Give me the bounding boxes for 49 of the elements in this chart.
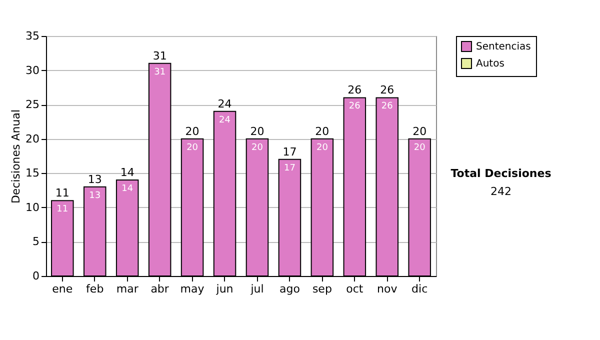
- legend-label: Sentencias: [476, 42, 531, 52]
- data-label: 20: [186, 142, 198, 153]
- x-tick-label: ago: [279, 282, 300, 296]
- total-label: 20: [315, 124, 330, 138]
- x-tick-label: mar: [116, 282, 139, 296]
- total-label: 20: [412, 124, 427, 138]
- total-label: 13: [88, 172, 102, 186]
- x-tick-label: sep: [312, 282, 332, 296]
- x-tick-label: may: [180, 282, 205, 296]
- y-tick-label: 15: [26, 166, 40, 180]
- y-tick-label: 5: [32, 235, 40, 248]
- total-label: 26: [348, 84, 362, 97]
- y-tick-label: 0: [32, 270, 40, 282]
- x-tick-label: jul: [250, 282, 264, 296]
- data-label: 14: [122, 184, 134, 194]
- total-label: 31: [152, 49, 167, 62]
- total-label: 11: [55, 186, 70, 200]
- legend-label: Autos: [476, 58, 504, 70]
- x-tick-label: oct: [346, 282, 364, 296]
- total-label: 24: [218, 97, 232, 110]
- data-label: 20: [252, 142, 264, 153]
- data-label: 24: [219, 115, 231, 126]
- y-axis-title: Decisiones Anual: [10, 109, 23, 204]
- total-label: 14: [120, 166, 134, 179]
- x-tick-label: dic: [412, 282, 428, 296]
- total-label: 26: [380, 84, 394, 97]
- data-label: 26: [348, 102, 361, 112]
- y-tick-label: 25: [26, 98, 40, 112]
- x-tick-label: jun: [215, 282, 234, 296]
- data-label: 26: [381, 102, 394, 112]
- y-tick-label: 20: [26, 132, 40, 146]
- data-label: 20: [316, 142, 328, 153]
- total-label: 20: [185, 124, 200, 138]
- text: Total Decisiones: [450, 167, 552, 180]
- data-label: 31: [154, 67, 166, 78]
- total-label: 20: [250, 124, 264, 138]
- y-tick-label: 35: [26, 30, 40, 42]
- text: 242: [490, 185, 512, 198]
- x-tick-label: abr: [150, 282, 170, 296]
- y-tick-label: 10: [26, 200, 40, 214]
- y-tick-label: 30: [26, 64, 40, 77]
- x-tick-label: feb: [86, 282, 104, 296]
- x-tick-label: ene: [52, 282, 73, 296]
- x-tick-label: nov: [377, 282, 398, 296]
- total-label: 17: [282, 145, 297, 158]
- data-label: 17: [284, 163, 296, 174]
- data-label: 11: [56, 204, 68, 215]
- data-label: 20: [414, 142, 426, 153]
- data-label: 13: [89, 190, 101, 201]
